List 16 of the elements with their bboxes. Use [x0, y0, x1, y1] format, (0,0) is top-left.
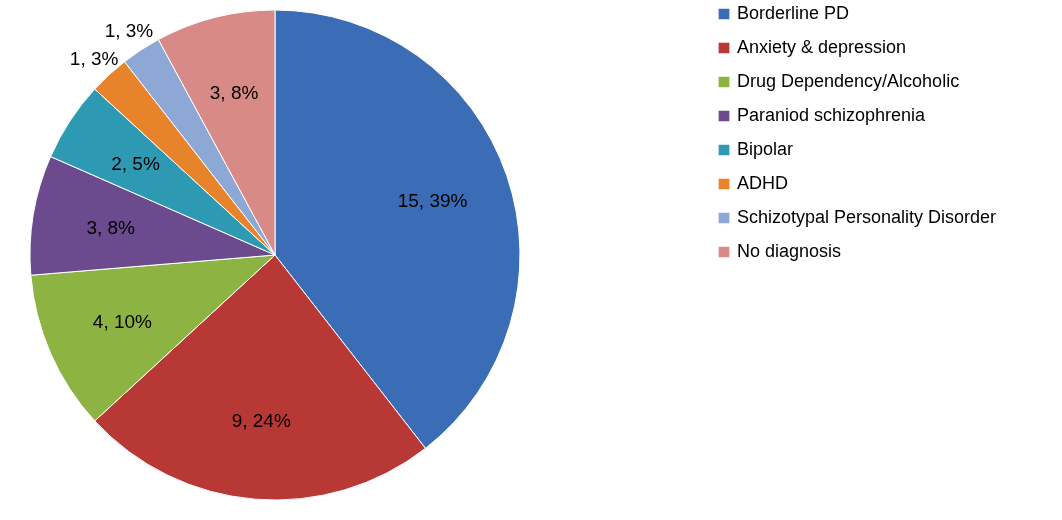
legend-label: Bipolar [737, 139, 794, 159]
data-label: 4, 10% [92, 310, 153, 332]
data-label: 1, 3% [104, 20, 154, 42]
legend-label: Schizotypal Personality Disorder [737, 207, 997, 227]
legend-label: No diagnosis [737, 241, 842, 261]
legend-label: Paraniod schizophrenia [737, 105, 927, 125]
legend-label: Borderline PD [737, 3, 850, 23]
data-label: 15, 39% [397, 189, 468, 211]
legend-label: ADHD [737, 173, 789, 193]
legend-label: Drug Dependency/Alcoholic [737, 71, 960, 91]
legend-label: Anxiety & depression [737, 37, 907, 57]
data-label: 2, 5% [111, 152, 160, 174]
data-label: 3, 8% [209, 82, 259, 104]
data-label: 1, 3% [69, 47, 119, 69]
data-label: 3, 8% [86, 216, 136, 238]
data-label: 9, 24% [231, 410, 291, 432]
